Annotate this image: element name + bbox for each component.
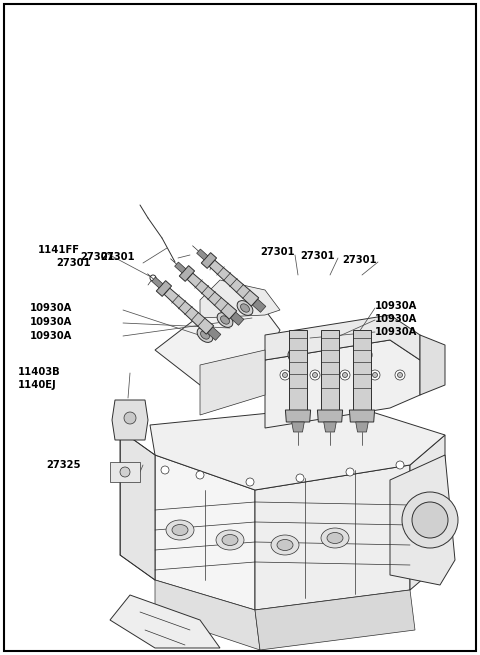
Polygon shape [164,288,214,334]
Text: 10930A: 10930A [375,301,418,311]
Circle shape [161,466,169,474]
Text: 11403B: 11403B [18,367,60,377]
Polygon shape [209,260,259,306]
Ellipse shape [201,331,209,339]
Text: 10930A: 10930A [30,317,72,327]
Polygon shape [353,330,371,410]
Circle shape [124,412,136,424]
Text: 27301: 27301 [260,247,295,257]
Polygon shape [349,410,374,422]
Polygon shape [286,410,311,422]
Polygon shape [156,280,171,297]
Circle shape [412,502,448,538]
Ellipse shape [237,301,253,316]
Polygon shape [155,300,280,385]
Polygon shape [152,277,163,288]
Polygon shape [390,455,455,585]
Polygon shape [175,262,186,273]
Circle shape [280,370,290,380]
Ellipse shape [197,328,213,343]
Polygon shape [255,590,415,650]
Circle shape [343,373,348,377]
Polygon shape [150,405,445,490]
Polygon shape [292,422,304,432]
Circle shape [312,373,317,377]
Text: 10930A: 10930A [375,314,418,324]
Polygon shape [155,455,255,610]
Polygon shape [110,462,140,482]
Ellipse shape [172,525,188,536]
Polygon shape [120,430,155,580]
Text: 10930A: 10930A [30,331,72,341]
Polygon shape [155,580,260,650]
Text: 10930A: 10930A [375,327,418,337]
Circle shape [288,348,302,362]
Ellipse shape [271,535,299,555]
Polygon shape [179,266,194,282]
Circle shape [397,373,403,377]
Text: 1140EJ: 1140EJ [18,380,57,390]
Polygon shape [255,465,410,610]
Circle shape [370,370,380,380]
Text: 27301: 27301 [300,251,335,261]
Polygon shape [200,280,280,318]
Polygon shape [200,350,265,415]
Polygon shape [197,249,208,260]
Polygon shape [321,330,339,410]
Text: 27301: 27301 [100,252,134,262]
Polygon shape [207,327,221,341]
Text: 27325: 27325 [46,460,81,470]
Circle shape [310,370,320,380]
Ellipse shape [327,533,343,544]
Polygon shape [110,595,220,648]
Ellipse shape [222,534,238,546]
Polygon shape [420,335,445,395]
Ellipse shape [216,530,244,550]
Text: 27301: 27301 [56,258,91,268]
Polygon shape [265,315,420,360]
Ellipse shape [240,304,250,312]
Circle shape [196,471,204,479]
Circle shape [395,370,405,380]
Circle shape [246,478,254,486]
Polygon shape [187,273,237,319]
Circle shape [150,275,156,281]
Circle shape [296,474,304,482]
Ellipse shape [321,528,349,548]
Polygon shape [410,435,445,590]
Circle shape [326,351,334,359]
Polygon shape [356,422,368,432]
Polygon shape [324,422,336,432]
Circle shape [361,351,369,359]
Polygon shape [252,299,266,312]
Polygon shape [201,253,216,269]
Circle shape [340,370,350,380]
Ellipse shape [220,316,229,324]
Ellipse shape [277,540,293,550]
Polygon shape [317,410,343,422]
Circle shape [323,348,337,362]
Circle shape [291,351,299,359]
Circle shape [283,373,288,377]
Circle shape [402,492,458,548]
Circle shape [358,348,372,362]
Ellipse shape [217,312,233,328]
Circle shape [120,467,130,477]
Polygon shape [289,330,307,410]
Text: 1141FF: 1141FF [38,245,80,255]
Polygon shape [112,400,148,440]
Text: 10930A: 10930A [30,303,72,313]
Circle shape [346,468,354,476]
Circle shape [396,461,404,469]
Text: 27301: 27301 [342,255,377,265]
Circle shape [372,373,377,377]
Text: 27301: 27301 [80,252,115,262]
Ellipse shape [166,520,194,540]
Polygon shape [265,340,420,428]
Polygon shape [230,312,244,326]
